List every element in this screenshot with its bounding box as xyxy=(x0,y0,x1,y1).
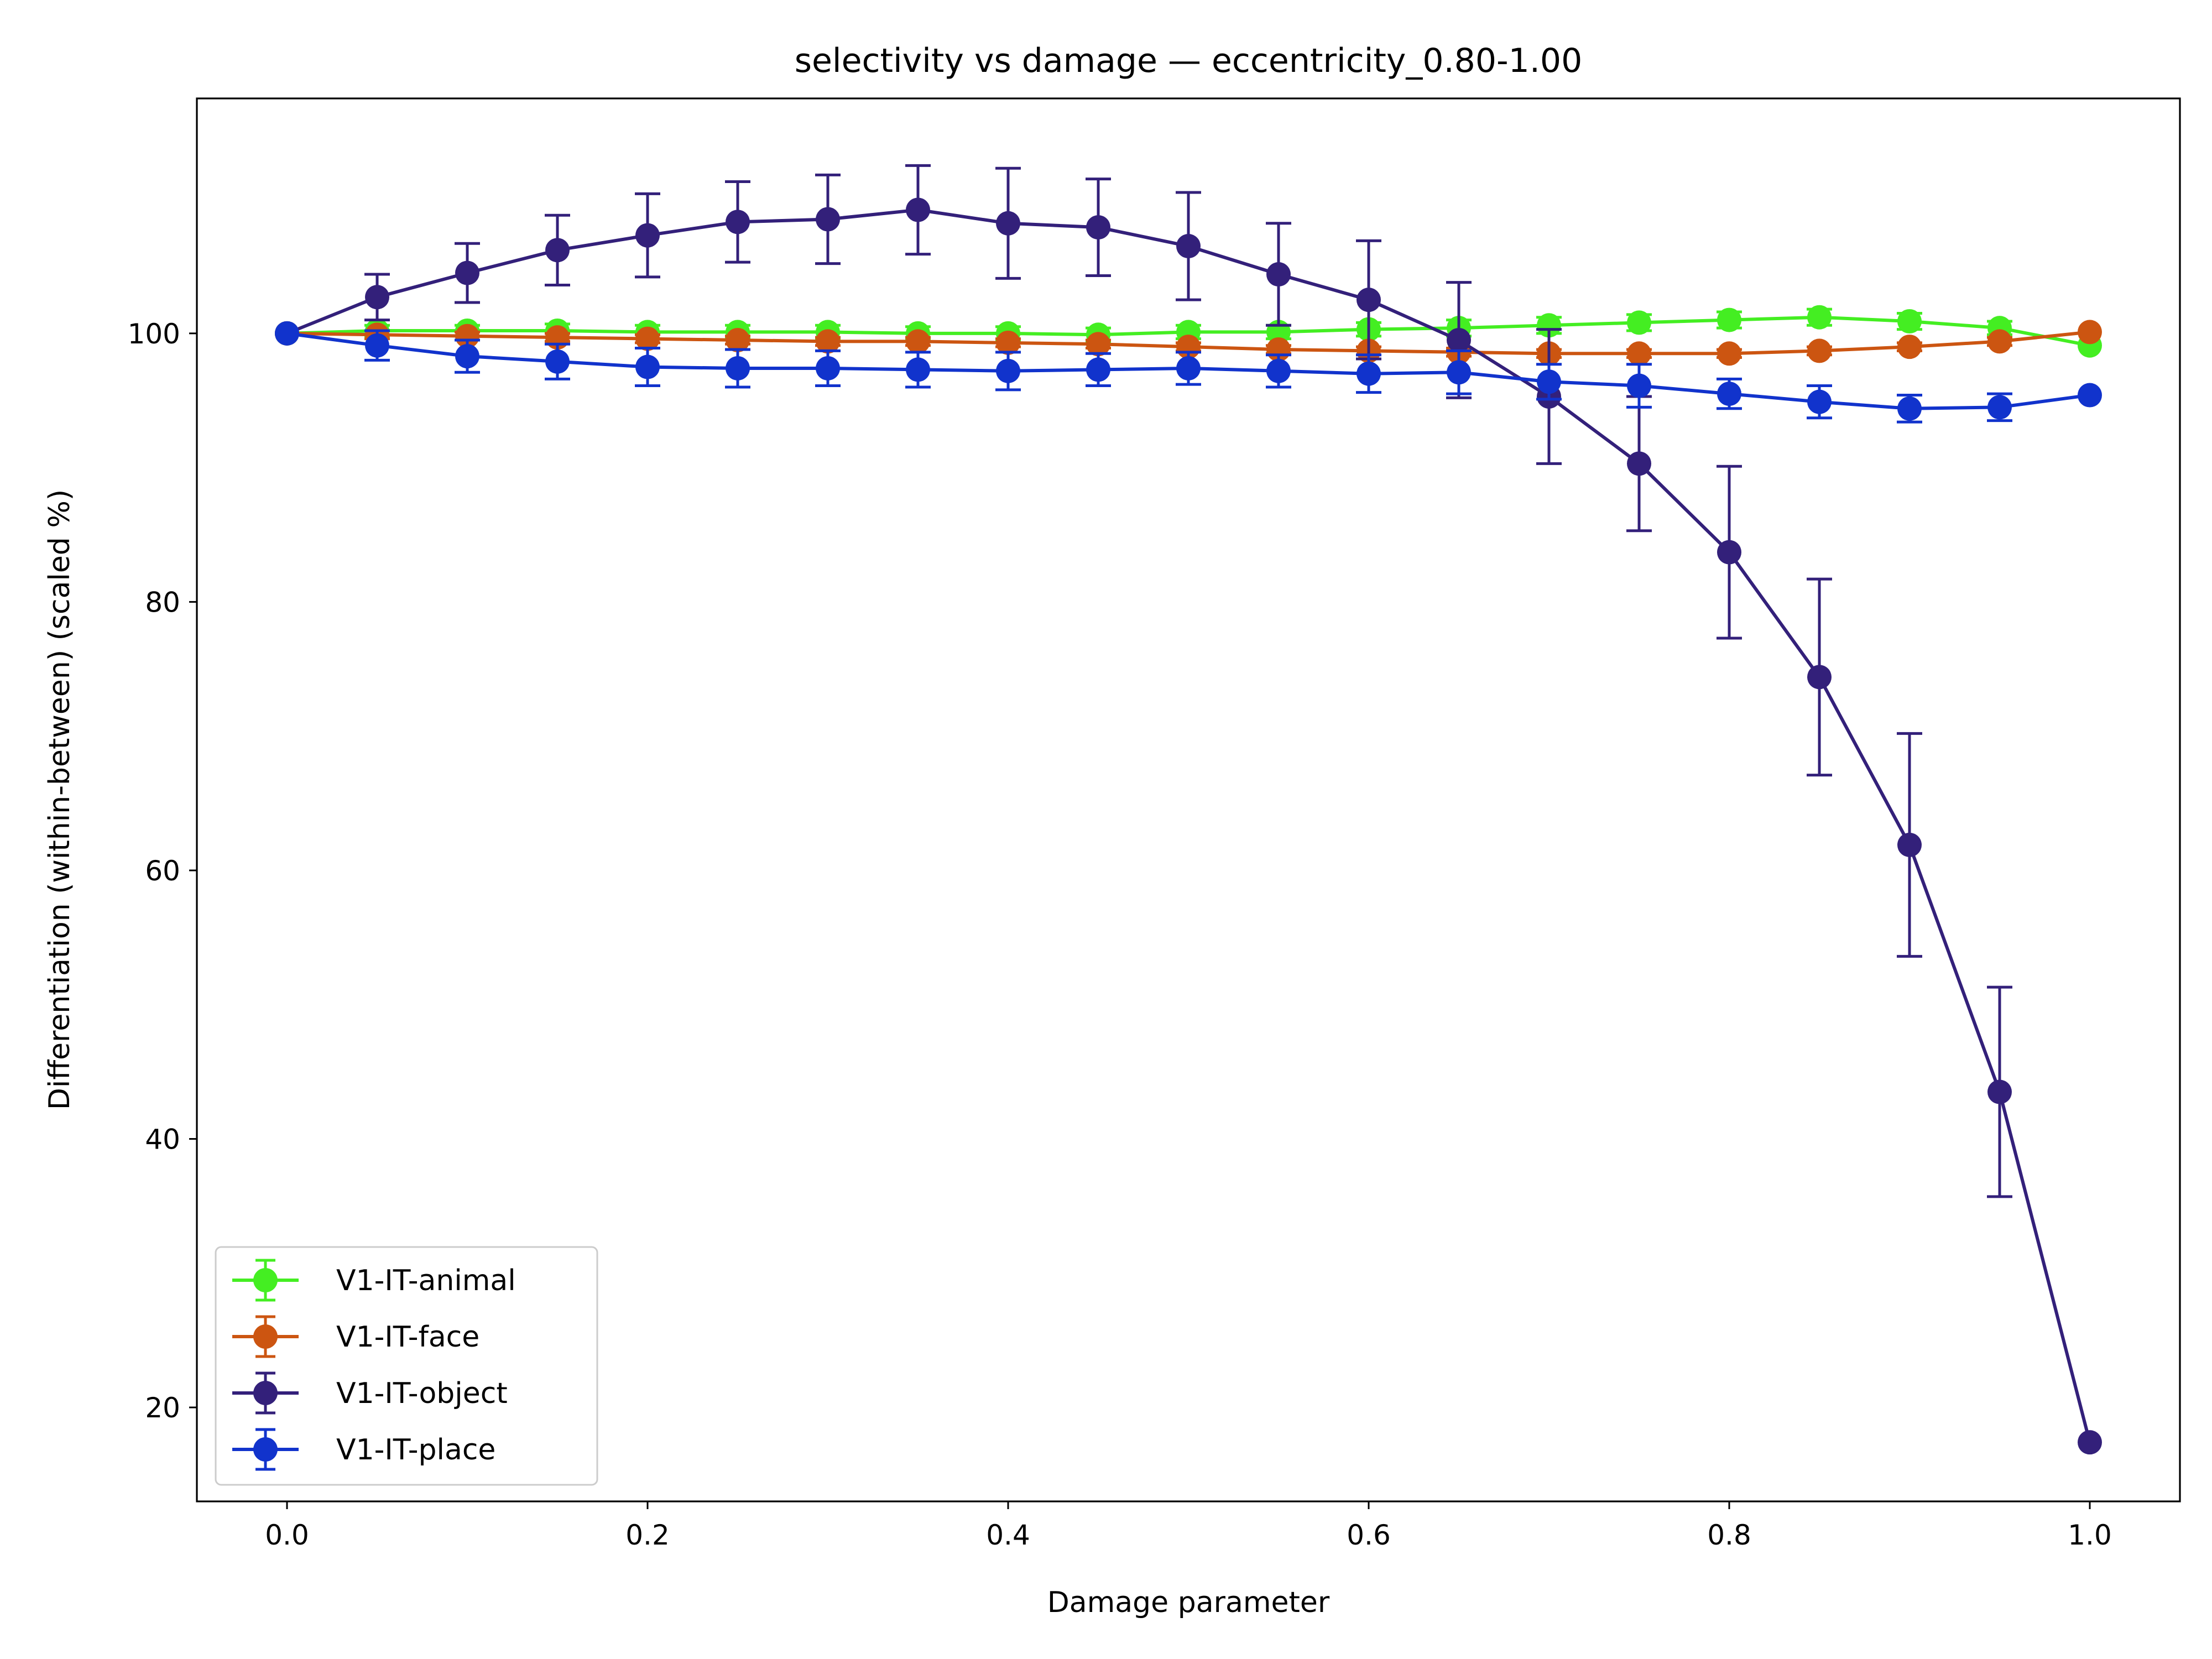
data-point xyxy=(2078,320,2102,345)
y-tick-label: 80 xyxy=(145,586,180,618)
data-point xyxy=(1717,307,1741,332)
data-point xyxy=(455,344,479,369)
chart-title: selectivity vs damage — eccentricity_0.8… xyxy=(795,41,1583,80)
data-point xyxy=(1086,332,1110,357)
y-tick-label: 40 xyxy=(145,1124,180,1156)
data-point xyxy=(1447,327,1471,352)
data-point xyxy=(1987,395,2012,420)
data-point xyxy=(996,211,1020,236)
series-V1-IT-place xyxy=(275,321,2102,424)
data-point xyxy=(1807,305,1832,330)
data-point xyxy=(455,260,479,285)
data-point xyxy=(726,327,750,352)
data-point xyxy=(816,329,840,354)
y-axis-ticks: 20 40 60 80 100 xyxy=(128,318,197,1424)
legend-marker xyxy=(253,1268,278,1292)
data-point xyxy=(545,238,570,263)
data-point xyxy=(1176,356,1201,380)
y-axis-label: Differentiation (within-between) (scaled… xyxy=(43,489,76,1110)
legend-label: V1-IT-face xyxy=(336,1321,479,1354)
legend-marker xyxy=(253,1381,278,1405)
data-point xyxy=(1897,832,1922,857)
data-point xyxy=(1176,234,1201,259)
x-axis-ticks: 0.0 0.2 0.4 0.6 0.8 1.0 xyxy=(265,1501,2112,1551)
data-point xyxy=(1897,309,1922,334)
x-tick-label: 0.8 xyxy=(1707,1519,1751,1551)
data-point xyxy=(906,197,930,222)
data-point xyxy=(635,223,660,248)
legend-label: V1-IT-animal xyxy=(336,1264,516,1297)
data-point xyxy=(1357,288,1381,312)
legend-marker xyxy=(253,1324,278,1349)
chart-marks xyxy=(275,164,2102,1455)
data-point xyxy=(1897,396,1922,421)
data-point xyxy=(996,330,1020,355)
legend-box xyxy=(215,1246,598,1486)
x-tick-label: 0.4 xyxy=(986,1519,1030,1551)
data-point xyxy=(1897,335,1922,359)
data-point xyxy=(545,349,570,374)
data-point xyxy=(906,357,930,382)
x-tick-label: 0.2 xyxy=(625,1519,670,1551)
data-point xyxy=(1717,341,1741,366)
data-point xyxy=(1627,451,1651,476)
series-V1-IT-face xyxy=(275,320,2102,366)
data-point xyxy=(726,210,750,234)
y-tick-label: 20 xyxy=(145,1392,180,1424)
y-tick-label: 100 xyxy=(128,318,180,350)
data-point xyxy=(1717,382,1741,406)
data-point xyxy=(2078,1430,2102,1455)
data-point xyxy=(635,354,660,379)
data-point xyxy=(1537,313,1561,338)
data-point xyxy=(996,358,1020,383)
data-point xyxy=(365,285,389,310)
data-point xyxy=(1627,341,1651,366)
data-point xyxy=(1266,262,1291,287)
data-point xyxy=(816,356,840,380)
x-tick-label: 0.0 xyxy=(265,1519,309,1551)
axes-frame xyxy=(196,97,2181,1503)
x-tick-label: 0.6 xyxy=(1347,1519,1391,1551)
data-point xyxy=(1717,540,1741,565)
data-point xyxy=(906,329,930,354)
data-point xyxy=(365,333,389,358)
data-point xyxy=(1807,338,1832,363)
data-point xyxy=(2078,383,2102,408)
data-point xyxy=(635,326,660,351)
data-point xyxy=(275,321,299,346)
data-point xyxy=(1447,360,1471,385)
data-point xyxy=(816,207,840,232)
data-point xyxy=(1537,369,1561,394)
legend-label: V1-IT-object xyxy=(336,1377,508,1410)
data-point xyxy=(1627,373,1651,398)
data-point xyxy=(1357,361,1381,386)
data-point xyxy=(1987,1079,2012,1104)
x-axis-label: Damage parameter xyxy=(1047,1586,1330,1619)
data-point xyxy=(1627,310,1651,335)
data-point xyxy=(1086,215,1110,240)
legend-label: V1-IT-place xyxy=(336,1433,495,1467)
legend: V1-IT-animal V1-IT-face V1-IT-object V1-IT-… xyxy=(215,1246,598,1486)
data-point xyxy=(726,356,750,380)
data-point xyxy=(1807,665,1832,690)
y-tick-label: 60 xyxy=(145,855,180,887)
data-point xyxy=(1266,358,1291,383)
data-point xyxy=(1086,357,1110,382)
x-tick-label: 1.0 xyxy=(2068,1519,2112,1551)
data-point xyxy=(1987,329,2012,354)
data-point xyxy=(455,324,479,348)
data-point xyxy=(1807,389,1832,414)
legend-marker xyxy=(253,1437,278,1462)
